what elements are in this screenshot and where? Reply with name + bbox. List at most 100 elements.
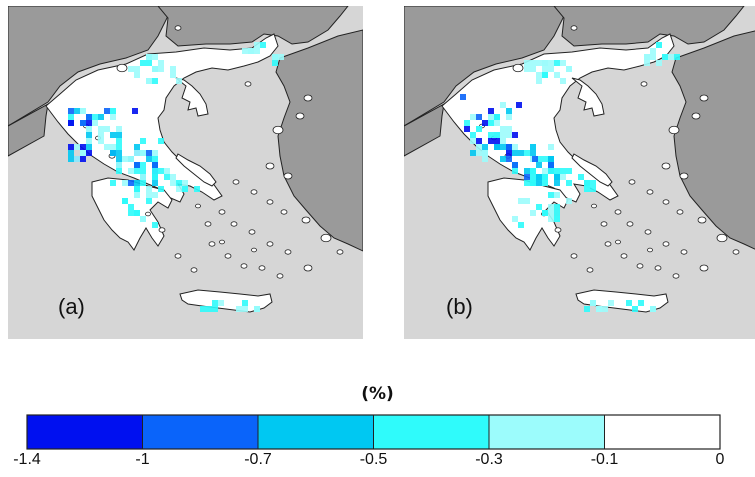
island (116, 63, 128, 73)
grid-cell (122, 198, 128, 204)
grid-cell (92, 120, 98, 126)
island (230, 221, 238, 227)
island (600, 221, 608, 227)
grid-cell (464, 120, 470, 126)
grid-cell (146, 186, 152, 192)
island (699, 264, 709, 272)
grid-cell (146, 150, 152, 156)
grid-cell (260, 42, 266, 48)
grid-cell (164, 168, 170, 174)
map-panel-a: (a) (8, 6, 363, 339)
crete-island (179, 289, 273, 313)
island (672, 273, 680, 279)
colorbar-bin (26, 414, 143, 450)
grid-cell (476, 150, 482, 156)
grid-cell (542, 156, 548, 162)
grid-cell (488, 114, 494, 120)
grid-cell (500, 138, 506, 144)
grid-cell (488, 108, 494, 114)
grid-cell (524, 66, 530, 72)
colorbar-tick-label: 0 (715, 451, 725, 468)
island (676, 209, 684, 215)
colorbar-tick-label: -1 (135, 451, 150, 468)
grid-cell (548, 204, 554, 210)
grid-cell (506, 144, 512, 150)
panel-label-b: (b) (446, 294, 473, 319)
grid-cell (524, 198, 530, 204)
grid-cell (212, 300, 218, 306)
island (662, 241, 670, 247)
island (586, 267, 594, 273)
grid-cell (116, 168, 122, 174)
island (679, 172, 689, 180)
grid-cell (116, 162, 122, 168)
grid-cell (170, 180, 176, 186)
grid-cell (548, 216, 554, 222)
grid-cell (158, 186, 164, 192)
grid-cell (548, 192, 554, 198)
map-panel-b: (b) (404, 6, 755, 339)
grid-cell (254, 306, 260, 312)
grid-cell (116, 144, 122, 150)
grid-cell (476, 138, 482, 144)
grid-cell (170, 66, 176, 72)
grid-cell (92, 114, 98, 120)
grid-cell (152, 66, 158, 72)
grid-cell (152, 78, 158, 84)
grid-cell (674, 54, 680, 60)
grid-cell (494, 132, 500, 138)
grid-cell (104, 108, 110, 114)
grid-cell (590, 186, 596, 192)
grid-cell (86, 114, 92, 120)
grid-cell (206, 306, 212, 312)
island (266, 199, 274, 205)
neighbor-land-west (8, 103, 49, 157)
grid-cell (176, 78, 182, 84)
grid-cell (578, 174, 584, 180)
grid-cell (530, 210, 536, 216)
grid-cell (554, 192, 560, 198)
island (303, 264, 313, 272)
grid-cell (536, 174, 542, 180)
grid-cell (512, 132, 518, 138)
grid-cell (104, 126, 110, 132)
grid-cell (80, 120, 86, 126)
grid-cell (194, 186, 200, 192)
grid-cell (116, 150, 122, 156)
grid-cell (98, 138, 104, 144)
grid-cell (68, 144, 74, 150)
grid-cell (68, 114, 74, 120)
grid-cell (278, 54, 284, 60)
grid-cell (554, 168, 560, 174)
grid-cell (176, 186, 182, 192)
grid-cell (212, 306, 218, 312)
grid-cell (98, 126, 104, 132)
grid-cell (536, 78, 542, 84)
island (691, 112, 701, 120)
grid-cell (134, 192, 140, 198)
island (604, 241, 612, 247)
grid-cell (650, 48, 656, 54)
grid-cell (236, 306, 242, 312)
grid-cell (86, 144, 92, 150)
grid-cell (638, 300, 644, 306)
island (654, 265, 662, 271)
grid-cell (530, 150, 536, 156)
grid-cell (98, 132, 104, 138)
grid-cell (590, 180, 596, 186)
grid-cell (242, 300, 248, 306)
grid-cell (530, 144, 536, 150)
island (219, 239, 225, 245)
grid-cell (506, 126, 512, 132)
grid-cell (170, 72, 176, 78)
grid-cell (146, 78, 152, 84)
grid-cell (482, 150, 488, 156)
grid-cell (170, 174, 176, 180)
grid-cell (134, 150, 140, 156)
grid-cell (500, 156, 506, 162)
grid-cell (548, 144, 554, 150)
grid-cell (110, 180, 116, 186)
grid-cell (536, 162, 542, 168)
grid-cell (524, 60, 530, 66)
neighbor-land-west (404, 103, 445, 157)
